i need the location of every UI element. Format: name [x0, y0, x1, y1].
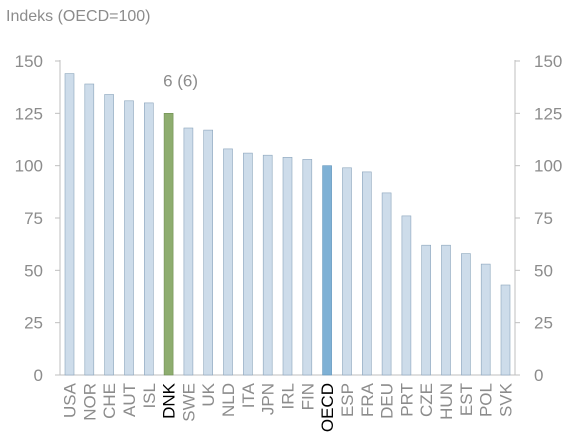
x-tick-label-uk: UK — [199, 382, 218, 406]
bar-fin — [302, 159, 313, 376]
y-tick-label-right: 150 — [534, 52, 562, 71]
bar-prt — [401, 215, 412, 376]
x-tick-label-aut: AUT — [120, 383, 139, 417]
x-tick-label-est: EST — [457, 383, 476, 416]
bar-isl — [144, 102, 154, 376]
x-tick-label-oecd: OECD — [318, 383, 337, 432]
y-tick-label-left: 125 — [15, 104, 43, 123]
x-tick-label-jpn: JPN — [259, 383, 278, 415]
y-tick-label-left: 25 — [24, 314, 43, 333]
y-tick-label-left: 0 — [34, 366, 43, 385]
bar-irl — [282, 157, 293, 376]
x-tick-label-isl: ISL — [140, 383, 159, 409]
bar-jpn — [262, 154, 273, 376]
y-tick-label-right: 100 — [534, 157, 562, 176]
y-tick-label-left: 100 — [15, 157, 43, 176]
x-tick-label-ita: ITA — [239, 382, 258, 408]
bar-hun — [441, 244, 451, 376]
x-tick-label-che: CHE — [100, 383, 119, 419]
bar-fra — [361, 171, 372, 376]
bars — [64, 73, 511, 376]
bar-esp — [342, 167, 352, 376]
y-tick-label-right: 0 — [534, 366, 543, 385]
bar-usa — [64, 73, 75, 376]
y-tick-label-right: 25 — [534, 314, 553, 333]
x-tick-labels: USA NOR CHE AUT ISL DNK SWE UK NLD ITA JPN IRL FIN OE… — [61, 382, 516, 432]
y-tick-label-left: 75 — [24, 209, 43, 228]
annotations: 6 (6) — [163, 71, 198, 90]
bar-swe — [183, 127, 194, 376]
y-tick-label-left: 50 — [24, 261, 43, 280]
bar-svk — [500, 284, 511, 376]
x-tick-label-pol: POL — [477, 383, 496, 417]
x-tick-label-nld: NLD — [219, 383, 238, 417]
y-tick-label-right: 75 — [534, 209, 553, 228]
bar-aut — [124, 100, 134, 376]
bar-oecd — [322, 165, 332, 376]
y-tick-label-right: 125 — [534, 104, 562, 123]
x-tick-label-hun: HUN — [437, 383, 456, 420]
x-tick-label-fin: FIN — [298, 383, 317, 410]
x-tick-label-svk: SVK — [497, 382, 516, 417]
bar-nld — [223, 148, 233, 376]
bar-est — [461, 253, 471, 376]
x-tick-label-cze: CZE — [417, 383, 436, 417]
axes: 0 0 25 25 50 50 75 75 100 100 125 125 150 150 — [15, 52, 563, 385]
y-tick-label-left: 150 — [15, 52, 43, 71]
bar-che — [104, 94, 114, 376]
x-tick-label-usa: USA — [61, 382, 80, 418]
x-tick-label-esp: ESP — [338, 383, 357, 417]
bar-dnk — [163, 113, 174, 376]
x-tick-label-dnk: DNK — [160, 382, 179, 419]
bar-ita — [243, 152, 253, 376]
x-tick-label-prt: PRT — [397, 383, 416, 417]
bar-uk — [203, 129, 213, 376]
y-axis-unit-label: Indeks (OECD=100) — [6, 8, 151, 25]
bar-nor — [84, 83, 95, 376]
x-tick-label-swe: SWE — [179, 383, 198, 422]
rank-annotation: 6 (6) — [163, 71, 198, 90]
x-tick-label-nor: NOR — [80, 383, 99, 421]
x-tick-label-deu: DEU — [378, 383, 397, 419]
bar-deu — [381, 192, 392, 376]
x-tick-label-irl: IRL — [279, 383, 298, 409]
bar-pol — [480, 263, 491, 376]
x-tick-label-fra: FRA — [358, 382, 377, 417]
bar-cze — [421, 244, 432, 376]
y-tick-label-right: 50 — [534, 261, 553, 280]
